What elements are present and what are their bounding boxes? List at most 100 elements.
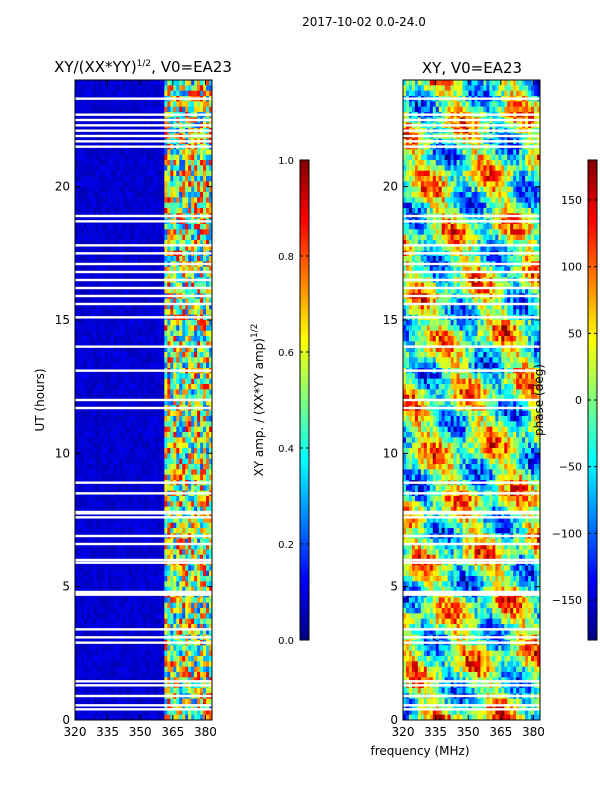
heatmap-cell	[104, 266, 109, 273]
heatmap-cell	[80, 330, 85, 337]
heatmap-cell	[182, 186, 186, 193]
heatmap-cell	[182, 570, 186, 577]
heatmap-cell	[110, 506, 115, 513]
heatmap-cell	[182, 453, 186, 460]
heatmap-cell	[116, 597, 121, 604]
heatmap-cell	[149, 613, 153, 620]
heatmap-cell	[86, 346, 91, 353]
heatmap-cell	[128, 240, 132, 246]
heatmap-cell	[75, 528, 79, 534]
heatmap-cell	[77, 624, 82, 630]
heatmap-cell	[146, 389, 150, 396]
heatmap-cell	[182, 208, 186, 214]
heatmap-cell	[179, 650, 183, 657]
heatmap-cell	[155, 506, 159, 513]
heatmap-cell	[206, 544, 210, 550]
heatmap-cell	[161, 101, 165, 108]
heatmap-cell	[92, 538, 97, 545]
heatmap-cell	[197, 650, 201, 657]
heatmap-cell	[194, 101, 198, 108]
heatmap-cell	[170, 298, 174, 305]
heatmap-cell	[116, 586, 121, 593]
heatmap-cell	[92, 576, 97, 582]
heatmap-cell	[182, 149, 186, 156]
heatmap-cell	[167, 485, 171, 492]
heatmap-cell	[140, 304, 144, 310]
heatmap-cell	[146, 85, 150, 92]
heatmap-cell	[188, 512, 192, 518]
heatmap-cell	[179, 165, 183, 172]
heatmap-cell	[113, 629, 118, 636]
heatmap-cell	[173, 629, 177, 636]
heatmap-cell	[191, 298, 195, 305]
heatmap-cell	[89, 496, 94, 502]
heatmap-cell	[158, 90, 162, 97]
heatmap-cell	[77, 357, 82, 364]
heatmap-cell	[161, 464, 165, 470]
heatmap-cell	[98, 176, 103, 182]
heatmap-cell	[170, 613, 174, 620]
heatmap-cell	[167, 346, 171, 353]
heatmap-cell	[155, 501, 159, 508]
heatmap-cell	[92, 410, 97, 417]
heatmap-cell	[203, 266, 207, 273]
heatmap-cell	[83, 645, 88, 652]
heatmap-cell	[176, 538, 180, 545]
heatmap-cell	[143, 650, 147, 657]
heatmap-cell	[95, 432, 100, 438]
heatmap-cell	[95, 346, 100, 353]
heatmap-cell	[158, 282, 162, 289]
heatmap-cell	[158, 528, 162, 534]
heatmap-cell	[98, 608, 103, 614]
heatmap-cell	[161, 512, 165, 518]
heatmap-cell	[140, 240, 144, 246]
heatmap-cell	[164, 240, 168, 246]
heatmap-cell	[182, 224, 186, 230]
heatmap-cell	[146, 656, 150, 662]
heatmap-cell	[80, 85, 85, 92]
heatmap-cell	[155, 282, 159, 289]
heatmap-cell	[185, 624, 189, 630]
heatmap-cell	[188, 528, 192, 534]
heatmap-cell	[167, 234, 171, 241]
heatmap-cell	[203, 154, 207, 161]
heatmap-cell	[173, 597, 177, 604]
heatmap-cell	[83, 234, 88, 241]
heatmap-cell	[101, 485, 106, 492]
heatmap-cell	[155, 565, 159, 572]
heatmap-cell	[128, 80, 132, 86]
heatmap-cell	[149, 197, 153, 204]
heatmap-cell	[125, 645, 130, 652]
heatmap-cell	[110, 186, 115, 193]
heatmap-cell	[134, 282, 138, 289]
heatmap-cell	[86, 90, 91, 97]
heatmap-cell	[173, 90, 177, 97]
heatmap-cell	[155, 528, 159, 534]
heatmap-cell	[104, 432, 109, 438]
heatmap-cell	[170, 186, 174, 193]
heatmap-cell	[80, 192, 85, 198]
heatmap-cell	[203, 341, 207, 348]
heatmap-cell	[122, 522, 127, 529]
heatmap-cell	[86, 549, 91, 556]
heatmap-cell	[113, 416, 118, 422]
heatmap-cell	[122, 650, 127, 657]
heatmap-cell	[176, 176, 180, 182]
heatmap-cell	[113, 304, 118, 310]
heatmap-cell	[182, 517, 186, 524]
heatmap-cell	[146, 325, 150, 332]
heatmap-cell	[92, 549, 97, 556]
heatmap-cell	[80, 613, 85, 620]
heatmap-cell	[83, 309, 88, 316]
heatmap-cell	[158, 629, 162, 636]
heatmap-cell	[134, 442, 138, 449]
heatmap-cell	[125, 165, 130, 172]
heatmap-cell	[75, 426, 79, 433]
heatmap-cell	[182, 336, 186, 342]
heatmap-cell	[80, 608, 85, 614]
heatmap-cell	[119, 581, 124, 588]
heatmap-cell	[92, 272, 97, 278]
heatmap-cell	[140, 576, 144, 582]
heatmap-cell	[170, 442, 174, 449]
heatmap-cell	[191, 101, 195, 108]
